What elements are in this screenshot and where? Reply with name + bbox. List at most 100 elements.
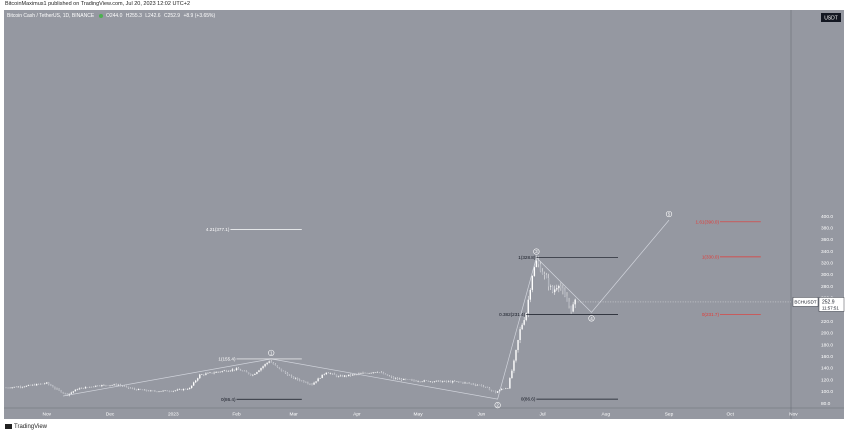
candle-body <box>515 349 517 361</box>
candle-body <box>115 384 117 386</box>
chart-area[interactable] <box>4 10 844 419</box>
fib-level-label: 1(328.8) <box>518 255 536 260</box>
candle-body <box>333 373 336 375</box>
candle-body <box>376 372 378 373</box>
candle-body <box>229 370 232 372</box>
candle-body <box>419 381 421 382</box>
candle-body <box>188 387 191 390</box>
y-tick-label: 220.0 <box>821 319 833 325</box>
candle-body <box>174 390 177 391</box>
candle-body <box>417 381 419 382</box>
y-tick-label: 300.0 <box>821 272 833 278</box>
x-tick-label: Dec <box>106 412 115 418</box>
candle-body <box>274 364 276 366</box>
wave-label: 3 <box>535 249 538 254</box>
fib-level-label: 4.21(377.1) <box>206 227 230 232</box>
candle-body <box>319 378 321 379</box>
candle-body <box>370 372 372 374</box>
candle-body <box>150 390 152 392</box>
candle-body <box>48 382 50 385</box>
x-tick-label: 2023 <box>168 412 179 418</box>
candle-body <box>409 379 411 380</box>
candle-body <box>219 371 221 373</box>
candle-body <box>380 372 383 373</box>
wave-label: 4 <box>590 316 593 321</box>
price-tag <box>818 297 845 312</box>
candle-body <box>201 374 203 375</box>
candle-body <box>152 390 154 392</box>
candle-body <box>309 383 311 385</box>
candle-body <box>62 392 64 394</box>
candle-body <box>321 374 323 379</box>
candle-body <box>297 378 299 380</box>
fib-level-label: 1(155.4) <box>218 357 236 362</box>
candle-body <box>131 388 134 389</box>
candle-body <box>541 271 544 274</box>
candle-body <box>529 289 531 300</box>
candle-body <box>13 386 15 388</box>
price-tag-countdown: 11:57:51 <box>822 305 839 310</box>
ohlc-open: O244.0 <box>105 13 123 19</box>
y-tick-label: 160.0 <box>821 354 833 360</box>
candle-body <box>217 371 219 373</box>
candle-body <box>213 372 215 374</box>
candle-body <box>276 365 279 368</box>
candle-body <box>258 370 260 373</box>
candle-body <box>354 374 356 375</box>
candle-body <box>299 379 301 381</box>
candle-body <box>207 372 209 374</box>
candle-body <box>341 375 344 377</box>
candle-body <box>84 387 87 389</box>
candle-body <box>80 387 83 389</box>
x-tick-label: Aug <box>601 412 610 418</box>
wave-label: 2 <box>496 403 499 408</box>
candle-body <box>105 384 107 386</box>
candle-body <box>197 378 199 381</box>
x-tick-label: Jun <box>477 412 485 418</box>
candle-body <box>433 381 436 382</box>
candle-body <box>452 381 454 383</box>
candle-body <box>72 391 75 393</box>
candle-body <box>564 290 566 297</box>
candle-body <box>505 388 507 390</box>
candle-body <box>572 304 574 312</box>
candle-body <box>405 378 407 380</box>
candle-body <box>556 288 558 290</box>
candle-body <box>129 387 132 389</box>
candle-body <box>472 383 474 385</box>
candle-body <box>209 372 211 374</box>
candle-body <box>227 371 230 372</box>
candle-body <box>543 273 546 275</box>
y-tick-label: 180.0 <box>821 342 833 348</box>
candle-body <box>266 362 268 365</box>
candle-body <box>290 375 293 377</box>
y-tick-label: 400.0 <box>821 214 833 220</box>
candle-body <box>445 380 448 382</box>
candle-body <box>394 378 397 379</box>
wave-label-circle <box>268 349 275 357</box>
candle-body <box>101 385 103 387</box>
candle-body <box>458 381 460 383</box>
candle-body <box>392 377 395 379</box>
candle-body <box>139 389 142 390</box>
candle-body <box>466 382 468 384</box>
candle-body <box>278 367 281 369</box>
ohlc-low: L242.6 <box>145 13 161 19</box>
x-tick-label: Apr <box>353 412 361 418</box>
candle-body <box>523 320 525 325</box>
candle-body <box>311 383 313 385</box>
x-tick-label: Feb <box>232 412 241 418</box>
candle-body <box>190 385 193 388</box>
y-tick-label: 200.0 <box>821 331 833 337</box>
tradingview-logo[interactable]: TradingView <box>5 424 47 430</box>
candle-body <box>345 375 348 377</box>
candle-body <box>366 373 368 374</box>
candle-body <box>58 388 60 391</box>
candle-body <box>482 385 485 387</box>
candle-body <box>429 381 432 382</box>
candle-body <box>178 389 181 390</box>
y-tick-label: 100.0 <box>821 389 833 395</box>
candle-body <box>437 380 440 382</box>
candle-body <box>535 260 538 267</box>
candle-body <box>423 380 425 382</box>
